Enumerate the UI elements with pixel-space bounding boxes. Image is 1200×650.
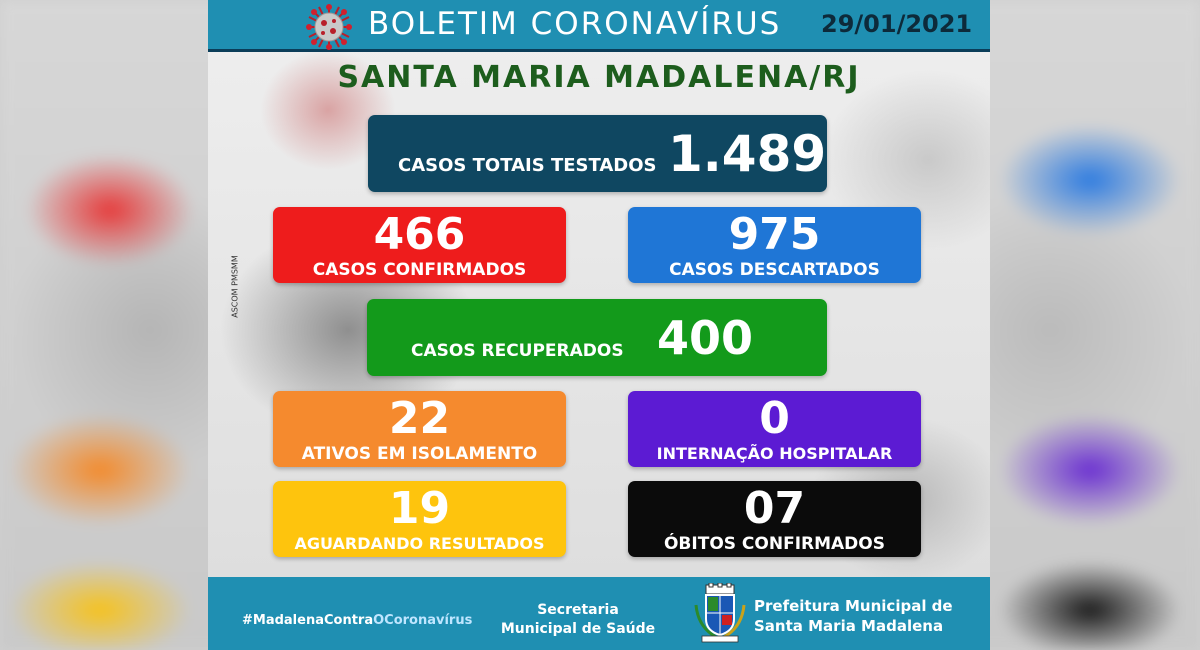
secretaria-line-2: Municipal de Saúde	[500, 621, 656, 637]
hospital-value: 0	[759, 393, 790, 444]
card-hospitalized: 0 INTERNAÇÃO HOSPITALAR	[628, 391, 921, 467]
discarded-label: CASOS DESCARTADOS	[669, 260, 880, 280]
recovered-value: 400	[657, 311, 754, 365]
card-confirmed: 466 CASOS CONFIRMADOS	[273, 207, 566, 283]
total-tested-label: CASOS TOTAIS TESTADOS	[398, 155, 657, 176]
municipal-coat-of-arms-icon	[694, 583, 746, 643]
secretaria-line-1: Secretaria	[537, 602, 619, 618]
card-recovered: CASOS RECUPERADOS 400	[367, 299, 827, 376]
total-tested-value: 1.489	[668, 125, 827, 183]
prefeitura-line-1: Prefeitura Municipal de	[754, 597, 953, 615]
bulletin-poster: BOLETIM CORONAVÍRUS 29/01/2021 SANTA MAR…	[208, 0, 990, 650]
header-bar: BOLETIM CORONAVÍRUS 29/01/2021	[208, 0, 990, 52]
isolation-value: 22	[388, 393, 451, 444]
confirmed-label: CASOS CONFIRMADOS	[312, 260, 527, 280]
bulletin-date: 29/01/2021	[821, 10, 973, 38]
hashtag-part-1: #MadalenaContra	[242, 613, 374, 628]
discarded-value: 975	[728, 209, 821, 260]
deaths-label: ÓBITOS CONFIRMADOS	[663, 534, 885, 554]
card-deaths: 07 ÓBITOS CONFIRMADOS	[628, 481, 921, 557]
awaiting-value: 19	[388, 483, 451, 534]
campaign-hashtag: #MadalenaContraOCoronavírus	[242, 613, 472, 628]
prefeitura-line-2: Santa Maria Madalena	[754, 617, 944, 635]
confirmed-value: 466	[373, 209, 466, 260]
coronavirus-icon	[306, 4, 352, 50]
city-hall-name: Prefeitura Municipal de Santa Maria Mada…	[754, 596, 953, 636]
card-active-isolation: 22 ATIVOS EM ISOLAMENTO	[273, 391, 566, 467]
city-name: SANTA MARIA MADALENA/RJ	[337, 60, 861, 95]
hospital-label: INTERNAÇÃO HOSPITALAR	[656, 444, 893, 463]
deaths-value: 07	[743, 483, 806, 534]
isolation-label: ATIVOS EM ISOLAMENTO	[301, 444, 538, 464]
awaiting-label: AGUARDANDO RESULTADOS	[294, 534, 545, 553]
card-awaiting-results: 19 AGUARDANDO RESULTADOS	[273, 481, 566, 557]
card-total-tested: CASOS TOTAIS TESTADOS 1.489	[368, 115, 827, 192]
recovered-label: CASOS RECUPERADOS	[411, 341, 624, 361]
bulletin-title: BOLETIM CORONAVÍRUS	[368, 6, 782, 42]
photo-credit: ASCOM PMSMM	[230, 255, 240, 318]
footer-bar: #MadalenaContraOCoronavírus Secretaria M…	[208, 577, 990, 650]
card-discarded: 975 CASOS DESCARTADOS	[628, 207, 921, 283]
hashtag-part-2: OCoronavírus	[373, 613, 473, 628]
health-secretariat: Secretaria Municipal de Saúde	[488, 601, 668, 639]
